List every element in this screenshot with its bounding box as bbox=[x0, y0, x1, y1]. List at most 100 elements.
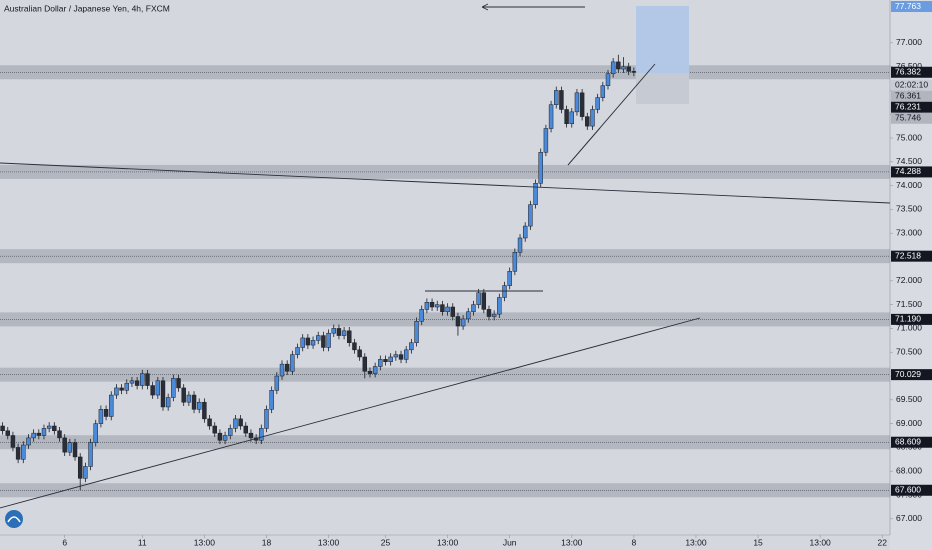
candle-body bbox=[93, 423, 98, 443]
logo-mark bbox=[7, 516, 21, 523]
candle-body bbox=[10, 435, 16, 448]
x-tick-label: 13:00 bbox=[810, 537, 832, 547]
candle-body bbox=[497, 297, 502, 315]
candle-body bbox=[52, 425, 57, 432]
candle-body bbox=[574, 92, 580, 113]
level-label-box bbox=[891, 90, 932, 102]
y-tick-label: 77.000 bbox=[896, 37, 922, 47]
candle-body bbox=[450, 306, 455, 317]
candle-body bbox=[207, 418, 212, 427]
y-tick-label: 74.500 bbox=[896, 156, 922, 166]
candle-body bbox=[196, 401, 202, 410]
candle-body bbox=[533, 183, 538, 205]
candle-body bbox=[388, 356, 393, 362]
candle-body bbox=[564, 109, 569, 125]
candle-body bbox=[202, 401, 207, 420]
level-label-box bbox=[891, 1, 932, 13]
candle-body bbox=[352, 342, 357, 351]
y-tick-label: 75.000 bbox=[896, 132, 922, 142]
candle-body bbox=[347, 330, 352, 343]
candle-body bbox=[0, 425, 5, 432]
level-label-box bbox=[891, 101, 932, 113]
candle-body bbox=[62, 437, 67, 453]
candle-body bbox=[326, 332, 331, 348]
level-label: 77.763 bbox=[895, 1, 921, 11]
candle-body bbox=[393, 354, 399, 358]
candle-body bbox=[316, 335, 321, 341]
candle-body bbox=[259, 428, 264, 441]
candle-body bbox=[491, 313, 497, 317]
candle-body bbox=[83, 466, 88, 479]
candle-body bbox=[134, 380, 140, 386]
position-target bbox=[636, 6, 689, 73]
candle-body bbox=[331, 328, 336, 334]
candle-body bbox=[569, 111, 574, 125]
candle-body bbox=[284, 363, 290, 372]
chart-title: Australian Dollar / Japanese Yen, 4h, FX… bbox=[4, 3, 170, 13]
x-tick-label: 13:00 bbox=[194, 537, 216, 547]
y-tick-label: 76.500 bbox=[896, 61, 922, 71]
x-tick-label: Jun bbox=[503, 537, 517, 547]
level-label-box bbox=[891, 436, 932, 448]
candle-body bbox=[600, 85, 606, 98]
level-label: 67.600 bbox=[895, 485, 921, 495]
candle-body bbox=[445, 306, 450, 313]
y-tick-label: 73.500 bbox=[896, 204, 922, 214]
candle-body bbox=[403, 349, 409, 360]
x-tick-label: 13:00 bbox=[318, 537, 340, 547]
candle-body bbox=[538, 152, 543, 184]
x-tick-label: 6 bbox=[62, 537, 67, 547]
candles bbox=[0, 54, 637, 491]
level-label: 76.382 bbox=[895, 67, 921, 77]
y-tick-label: 68.000 bbox=[896, 465, 922, 475]
candle-body bbox=[455, 316, 461, 327]
trend-line bbox=[0, 317, 701, 509]
candle-body bbox=[528, 204, 533, 227]
x-tick-label: 15 bbox=[753, 537, 763, 547]
candle-body bbox=[481, 292, 487, 310]
level-label-box bbox=[891, 484, 932, 496]
candle-body bbox=[21, 444, 26, 460]
y-tick-label: 74.000 bbox=[896, 180, 922, 190]
candle-body bbox=[279, 363, 285, 377]
candle-body bbox=[155, 380, 161, 396]
candle-body bbox=[559, 90, 564, 110]
candle-body bbox=[424, 301, 430, 310]
candle-body bbox=[605, 73, 611, 86]
candle-body bbox=[435, 304, 440, 308]
candle-body bbox=[171, 378, 176, 398]
candle-body bbox=[305, 337, 311, 346]
level-label: 74.288 bbox=[895, 166, 921, 176]
candle-body bbox=[186, 394, 192, 403]
candle-body bbox=[46, 425, 52, 429]
candle-body bbox=[124, 382, 129, 391]
candle-body bbox=[357, 349, 362, 358]
candle-body bbox=[222, 435, 228, 441]
logo[interactable] bbox=[5, 510, 23, 528]
y-tick-label: 71.000 bbox=[896, 323, 922, 333]
candle-body bbox=[88, 442, 93, 467]
candle-body bbox=[310, 340, 316, 346]
candle-body bbox=[165, 397, 171, 408]
candle-body bbox=[543, 128, 549, 153]
candle-body bbox=[243, 425, 249, 434]
level-label-box bbox=[891, 112, 932, 124]
candle-body bbox=[274, 375, 280, 391]
candle-body bbox=[616, 61, 621, 70]
candle-body bbox=[31, 432, 36, 439]
candle-body bbox=[228, 428, 233, 436]
candle-body bbox=[626, 66, 631, 72]
candle-body bbox=[419, 309, 424, 322]
candle-body bbox=[502, 285, 507, 298]
x-tick-label: 25 bbox=[381, 537, 391, 547]
candle-body bbox=[378, 359, 383, 367]
candle-body bbox=[145, 373, 150, 386]
trend-line bbox=[0, 162, 891, 204]
x-tick-label: 18 bbox=[262, 537, 272, 547]
trend-line bbox=[567, 127, 601, 166]
level-label: 76.361 bbox=[895, 91, 921, 101]
candle-body bbox=[383, 359, 388, 362]
candle-body bbox=[140, 373, 145, 386]
candle-body bbox=[26, 437, 31, 446]
